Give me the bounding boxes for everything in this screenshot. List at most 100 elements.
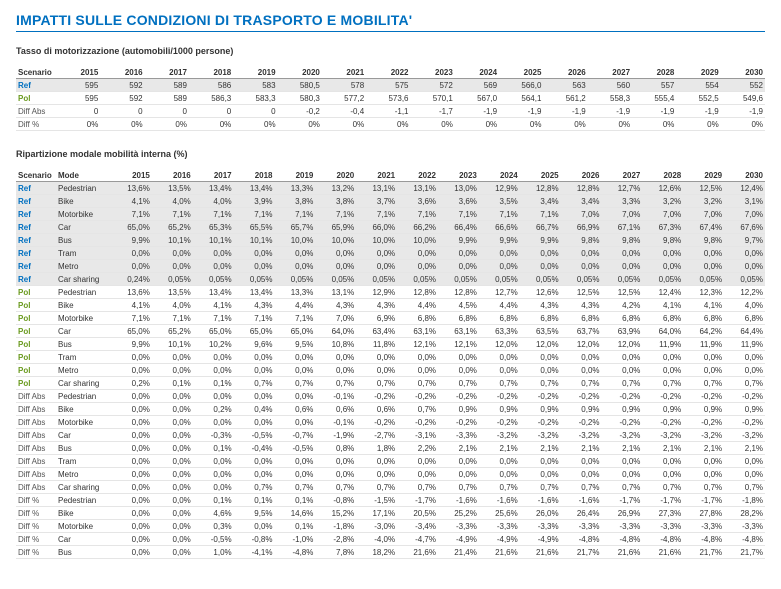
cell: Pol [16, 312, 56, 325]
cell: 12,8% [520, 182, 561, 195]
cell: 0,7% [479, 377, 520, 390]
cell: 66,4% [438, 221, 479, 234]
cell: 0,0% [234, 364, 275, 377]
cell: 561,2 [543, 92, 587, 105]
cell: 0,0% [479, 260, 520, 273]
cell: 0,0% [438, 260, 479, 273]
cell: 0,0% [642, 364, 683, 377]
cell: 3,4% [561, 195, 602, 208]
cell: 558,3 [588, 92, 632, 105]
cell: 1,8% [356, 442, 397, 455]
cell: 0,0% [315, 247, 356, 260]
cell: 0,0% [275, 455, 316, 468]
cell: 3,2% [683, 195, 724, 208]
cell: 0,1% [152, 377, 193, 390]
cell: 12,7% [602, 182, 643, 195]
cell: 0,0% [152, 429, 193, 442]
cell: 0,3% [193, 520, 234, 533]
cell: 7,1% [234, 312, 275, 325]
cell: 0,7% [234, 377, 275, 390]
cell: 0,0% [397, 455, 438, 468]
cell: Diff Abs [16, 429, 56, 442]
cell: 0,0% [724, 468, 765, 481]
cell: 4,1% [193, 299, 234, 312]
cell: 12,9% [356, 286, 397, 299]
col-header: 2028 [642, 169, 683, 182]
cell: 13,0% [438, 182, 479, 195]
cell: 7,0% [724, 208, 765, 221]
cell: 0,0% [683, 455, 724, 468]
cell: -3,3% [642, 520, 683, 533]
table-row: PolTram0,0%0,0%0,0%0,0%0,0%0,0%0,0%0,0%0… [16, 351, 765, 364]
cell: 7,1% [234, 208, 275, 221]
cell: 4,3% [356, 299, 397, 312]
cell: 0,0% [356, 247, 397, 260]
cell: -0,2% [724, 416, 765, 429]
cell: -0,2% [438, 416, 479, 429]
cell: 0,0% [397, 351, 438, 364]
cell: -0,1% [315, 390, 356, 403]
cell: 0,9% [724, 403, 765, 416]
cell: 0,0% [561, 455, 602, 468]
cell: 0,6% [356, 403, 397, 416]
cell: 12,8% [397, 286, 438, 299]
cell: 573,6 [366, 92, 410, 105]
cell: 6,8% [397, 312, 438, 325]
table-row: RefBus9,9%10,1%10,1%10,1%10,0%10,0%10,0%… [16, 234, 765, 247]
cell: -0,4% [234, 442, 275, 455]
cell: 0,1% [193, 494, 234, 507]
cell: 7,1% [193, 312, 234, 325]
cell: 2,1% [683, 442, 724, 455]
table-row: Diff AbsTram0,0%0,0%0,0%0,0%0,0%0,0%0,0%… [16, 455, 765, 468]
cell: 0,0% [152, 442, 193, 455]
cell: 0,7% [397, 377, 438, 390]
cell: Tram [56, 247, 111, 260]
cell: 12,6% [642, 182, 683, 195]
col-header: 2017 [145, 66, 189, 79]
table-row: Ref595592589586583580,5578575572569566,0… [16, 79, 765, 92]
table-row: Diff AbsCar sharing0,0%0,0%0,0%0,7%0,7%0… [16, 481, 765, 494]
cell: 12,5% [683, 182, 724, 195]
cell: 9,9% [479, 234, 520, 247]
cell: -3,3% [438, 429, 479, 442]
cell: 0,0% [152, 494, 193, 507]
cell: Diff % [16, 533, 56, 546]
cell: 4,1% [642, 299, 683, 312]
cell: 0,0% [234, 351, 275, 364]
cell: -0,5% [193, 533, 234, 546]
cell: 0,0% [111, 455, 152, 468]
cell: 12,4% [642, 286, 683, 299]
cell: 0,0% [234, 455, 275, 468]
cell: 10,1% [234, 234, 275, 247]
cell: 0,7% [602, 377, 643, 390]
cell: 2,1% [724, 442, 765, 455]
cell: 0,0% [193, 455, 234, 468]
cell: 0,0% [152, 520, 193, 533]
cell: 0,05% [724, 273, 765, 286]
table-row: Diff %Motorbike0,0%0,0%0,3%0,0%0,1%-1,8%… [16, 520, 765, 533]
cell: Ref [16, 260, 56, 273]
cell: 572 [411, 79, 455, 92]
cell: 0,05% [438, 273, 479, 286]
cell: -1,7% [642, 494, 683, 507]
cell: Ref [16, 182, 56, 195]
table-row: PolCar65,0%65,2%65,0%65,0%65,0%64,0%63,4… [16, 325, 765, 338]
cell: 66,2% [397, 221, 438, 234]
cell: 0,05% [315, 273, 356, 286]
cell: 0,0% [683, 351, 724, 364]
cell: 17,1% [356, 507, 397, 520]
cell: 0,0% [520, 468, 561, 481]
cell: Metro [56, 260, 111, 273]
cell: 0,7% [561, 481, 602, 494]
cell: -1,7% [397, 494, 438, 507]
col-header: 2021 [356, 169, 397, 182]
cell: 0,0% [111, 468, 152, 481]
cell: Diff Abs [16, 390, 56, 403]
cell: 0,0% [315, 260, 356, 273]
cell: 4,3% [520, 299, 561, 312]
cell: -1,1 [366, 105, 410, 118]
cell: 4,0% [193, 195, 234, 208]
cell: 578 [322, 79, 366, 92]
cell: 0% [499, 118, 543, 131]
cell: 0,05% [642, 273, 683, 286]
